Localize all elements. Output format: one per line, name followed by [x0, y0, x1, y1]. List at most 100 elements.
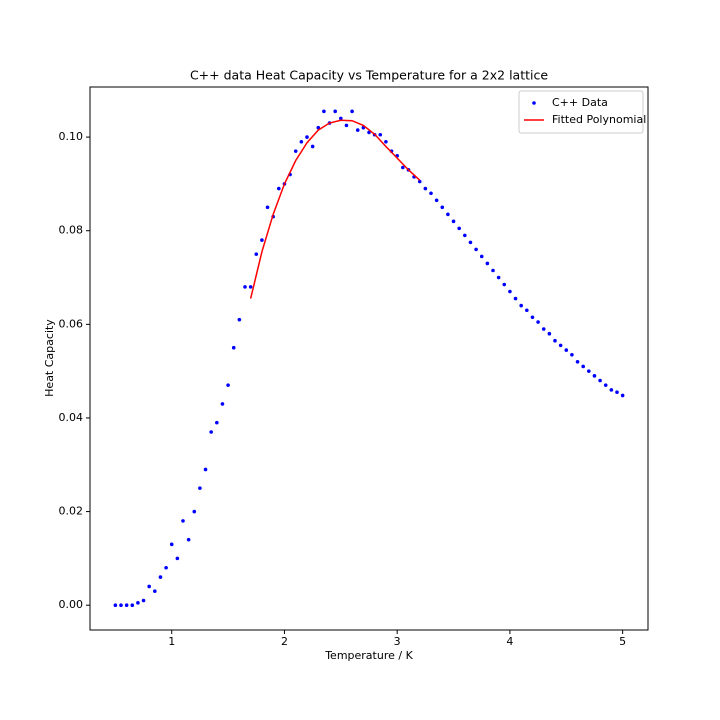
- data-point: [491, 268, 495, 273]
- data-point: [231, 345, 236, 350]
- data-point: [355, 128, 360, 132]
- x-tick-label: 3: [394, 635, 401, 648]
- data-point: [198, 486, 202, 490]
- y-tick-label: 0.04: [59, 411, 84, 424]
- data-point: [558, 343, 563, 348]
- data-point: [203, 467, 208, 472]
- data-point: [479, 254, 484, 259]
- data-point: [350, 109, 354, 114]
- data-point: [474, 247, 478, 252]
- x-tick-label: 5: [619, 635, 626, 648]
- data-point: [530, 315, 535, 320]
- data-point: [592, 374, 597, 378]
- data-point: [485, 261, 490, 266]
- data-point: [384, 139, 388, 144]
- data-point: [248, 285, 253, 289]
- data-point: [429, 191, 433, 196]
- data-point: [265, 205, 270, 210]
- data-point: [254, 252, 259, 256]
- data-point: [147, 584, 151, 589]
- data-point: [293, 149, 298, 153]
- data-point: [220, 402, 225, 406]
- data-point: [553, 338, 557, 343]
- data-point: [136, 601, 140, 605]
- data-point: [468, 240, 473, 245]
- data-point: [519, 303, 523, 308]
- data-point: [169, 542, 174, 547]
- data-point: [513, 296, 518, 301]
- data-point: [141, 598, 146, 603]
- data-point: [333, 109, 337, 114]
- data-point: [570, 352, 574, 357]
- data-point: [502, 282, 507, 287]
- data-point: [119, 603, 123, 607]
- data-point: [153, 589, 157, 593]
- data-point: [237, 317, 242, 322]
- data-point: [446, 212, 450, 217]
- data-point: [547, 331, 552, 336]
- legend-label: Fitted Polynomial: [552, 113, 646, 126]
- data-point: [603, 383, 608, 387]
- data-point: [339, 116, 343, 121]
- data-point: [440, 205, 445, 210]
- data-point: [344, 123, 349, 128]
- data-point: [113, 603, 118, 607]
- data-point: [536, 320, 540, 324]
- data-point: [186, 537, 191, 542]
- data-point: [401, 165, 405, 170]
- data-point: [598, 378, 602, 383]
- data-point: [192, 509, 197, 514]
- data-point: [451, 219, 456, 224]
- data-point: [209, 430, 213, 434]
- data-point: [124, 603, 129, 607]
- data-point: [305, 135, 309, 139]
- data-point: [587, 369, 591, 373]
- data-point: [525, 308, 529, 313]
- data-point: [541, 327, 546, 331]
- data-point: [299, 139, 304, 144]
- fit-line: [249, 119, 421, 299]
- data-point: [575, 359, 580, 364]
- data-point: [581, 364, 585, 369]
- data-point: [620, 393, 625, 398]
- data-point: [310, 144, 315, 149]
- data-point: [226, 383, 230, 387]
- data-point: [496, 275, 501, 280]
- data-point: [417, 179, 422, 184]
- legend-swatch: [532, 101, 536, 105]
- x-tick-label: 4: [506, 635, 513, 648]
- y-tick-label: 0.08: [59, 224, 84, 237]
- y-axis-label: Heat Capacity: [43, 319, 56, 397]
- data-point: [508, 289, 512, 294]
- data-point: [215, 420, 219, 425]
- data-point: [378, 132, 383, 137]
- data-point: [322, 109, 326, 114]
- legend-box: [518, 90, 644, 134]
- y-tick-label: 0.02: [59, 505, 84, 518]
- y-tick-label: 0.10: [59, 130, 84, 143]
- data-point: [367, 130, 371, 135]
- data-point: [564, 348, 569, 352]
- y-tick-label: 0.00: [59, 598, 84, 611]
- data-point: [175, 556, 180, 561]
- data-point: [615, 390, 619, 395]
- data-point: [181, 519, 185, 523]
- legend-label: C++ Data: [552, 96, 608, 109]
- data-point: [457, 226, 461, 231]
- data-point: [463, 233, 467, 238]
- data-point: [277, 186, 281, 191]
- x-tick-label: 1: [168, 635, 175, 648]
- plot-frame: [89, 86, 649, 631]
- data-point: [423, 186, 428, 191]
- y-tick-label: 0.06: [59, 317, 84, 330]
- data-point: [130, 603, 135, 607]
- data-point: [158, 575, 163, 579]
- data-point: [260, 238, 264, 242]
- x-tick-label: 2: [281, 635, 288, 648]
- x-axis-label: Temperature / K: [324, 649, 413, 662]
- data-point: [243, 285, 247, 289]
- data-point: [164, 565, 168, 570]
- chart-title: C++ data Heat Capacity vs Temperature fo…: [190, 68, 548, 83]
